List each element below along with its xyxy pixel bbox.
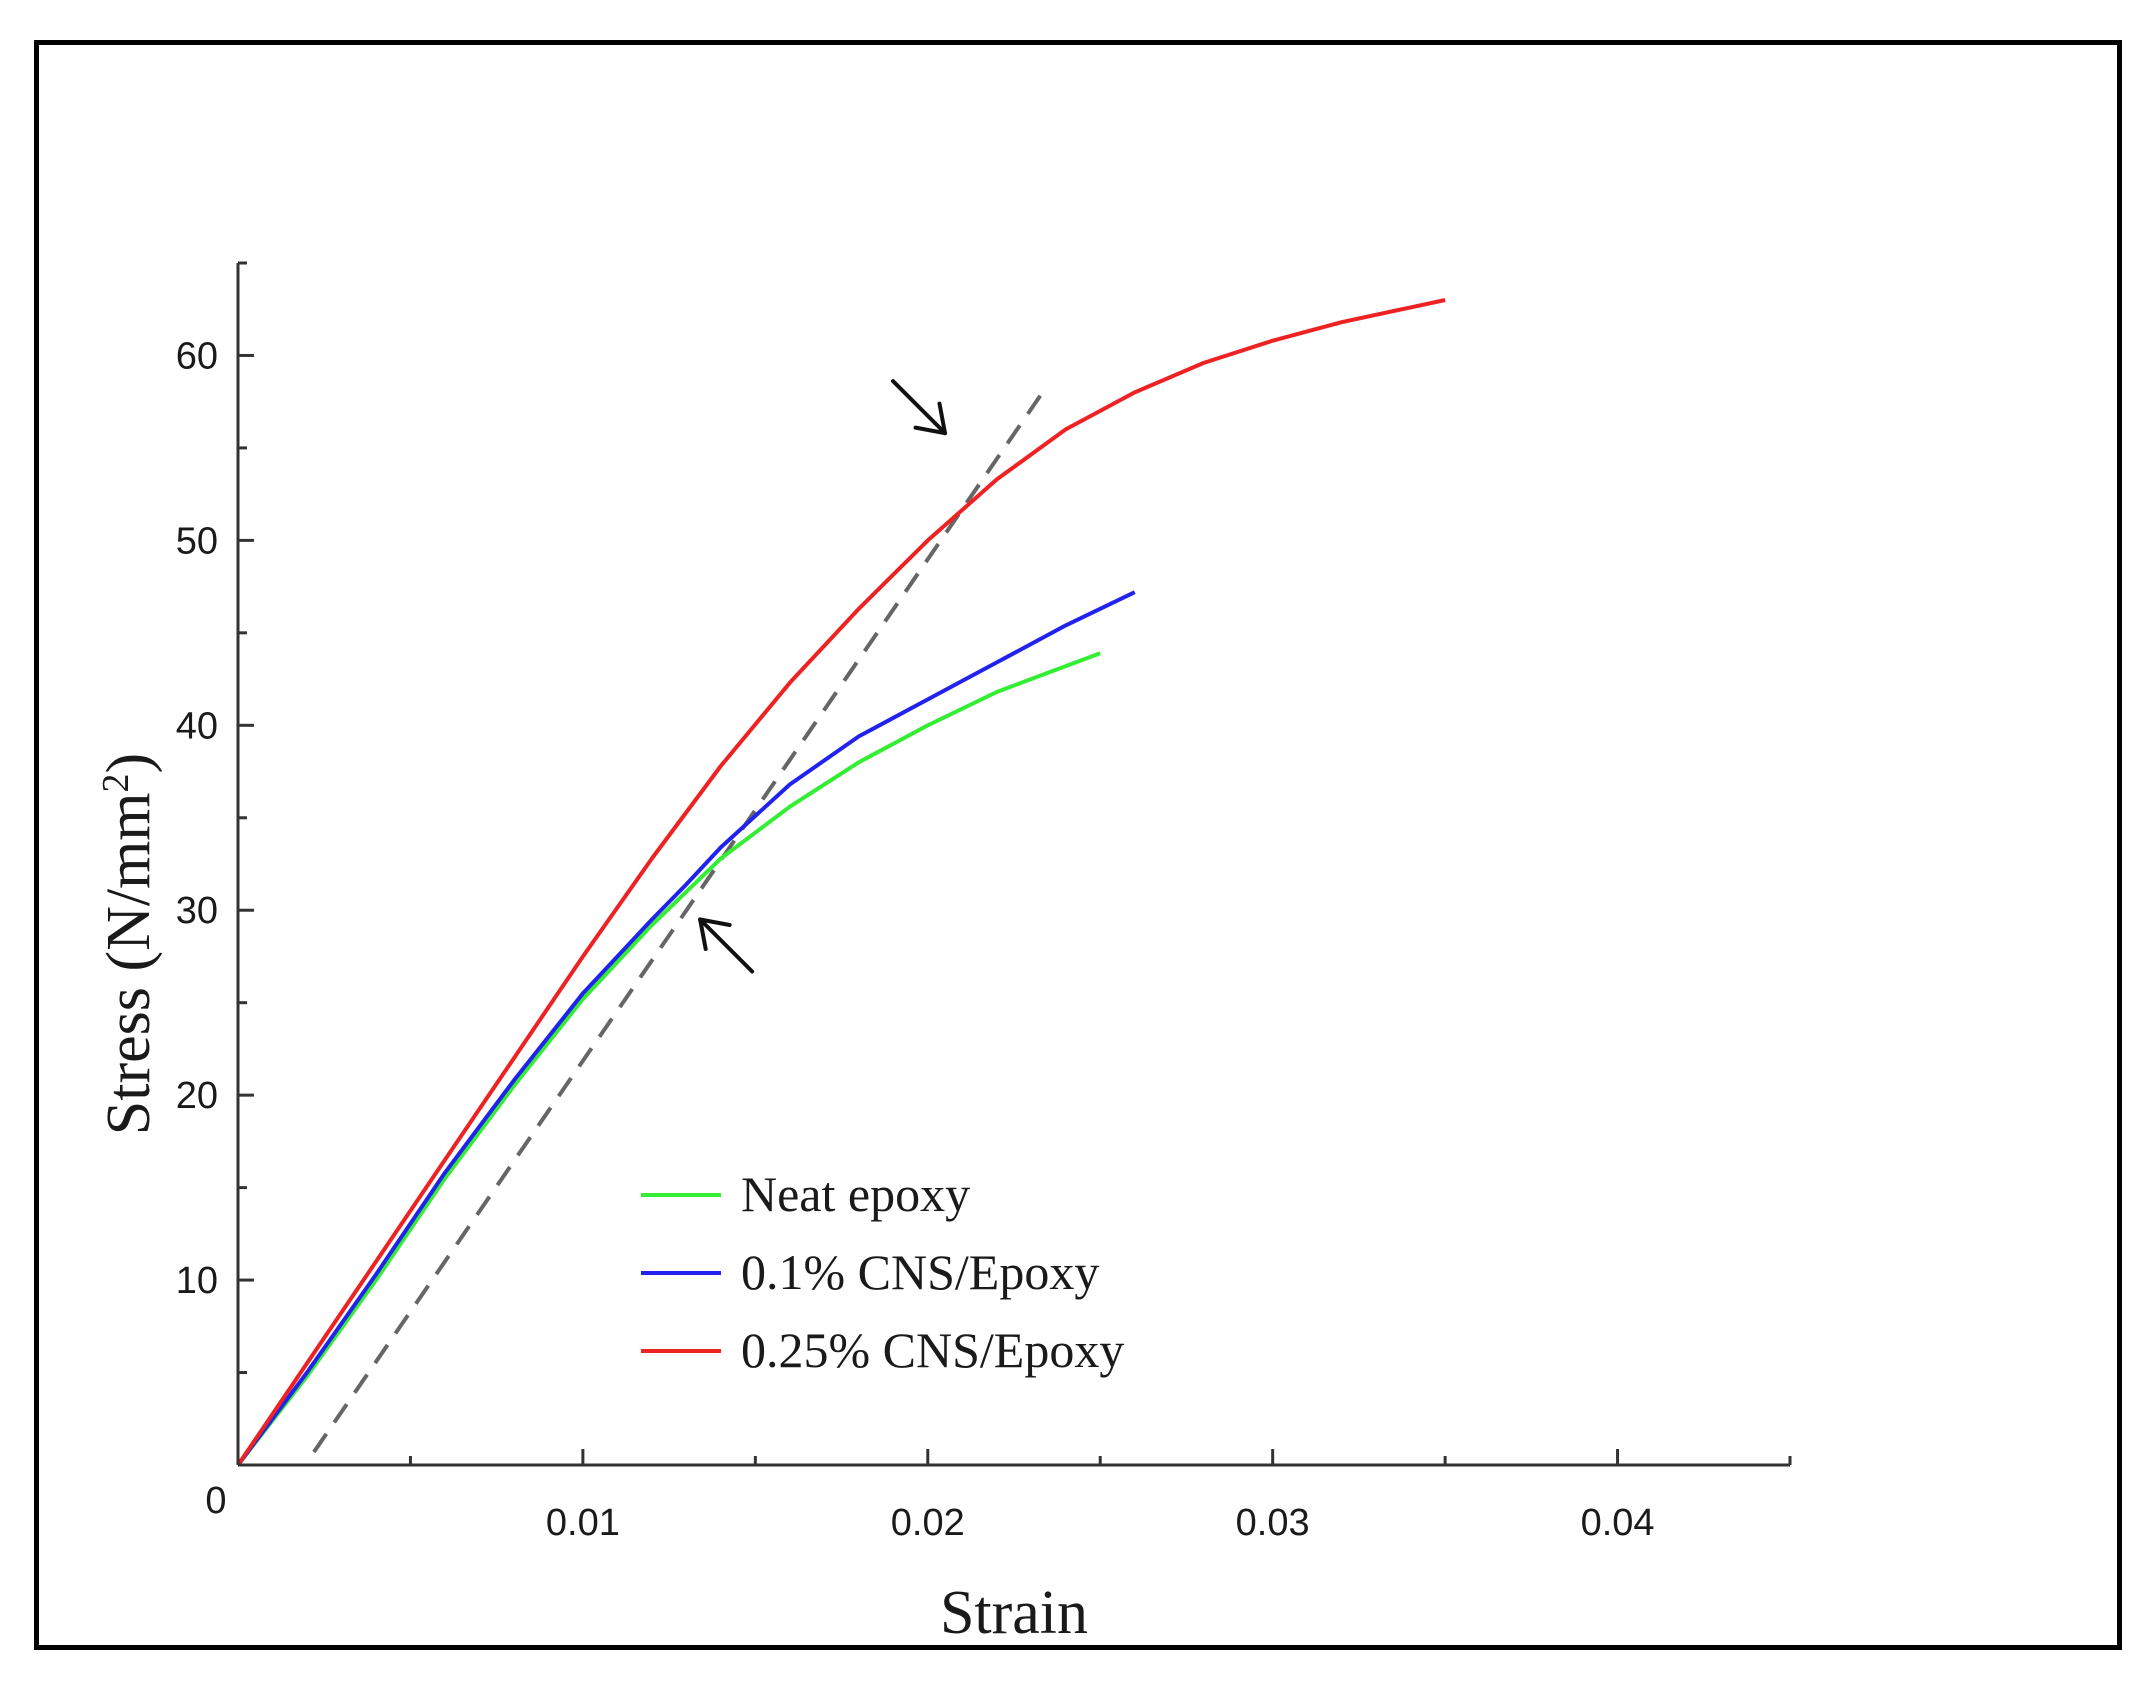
series-line-0 — [236, 651, 1101, 1467]
series-line-1 — [236, 590, 1136, 1467]
upper-arrow — [891, 379, 948, 436]
y-axis-title-superscript: 2 — [95, 773, 137, 792]
label-layer: Strain Stress (N/mm2) 0 — [95, 753, 1088, 1645]
y-axis-title-close: ) — [95, 753, 163, 774]
x-tick-label: 0.04 — [1581, 1502, 1655, 1544]
y-axis-title-main: Stress (N/mm — [95, 792, 163, 1135]
series-layer — [236, 298, 1446, 1467]
legend-label-1: 0.1% CNS/Epoxy — [741, 1244, 1099, 1300]
annotation-layer — [698, 379, 948, 974]
y-tick-label: 40 — [176, 705, 218, 747]
x-tick-label: 0.01 — [546, 1502, 620, 1544]
y-tick-label: 60 — [176, 335, 218, 377]
legend-label-0: Neat epoxy — [741, 1166, 970, 1222]
figure-frame: 10 20 30 40 50 60 0.01 0.02 0.03 0.04 Neat epoxy 0… — [34, 40, 2122, 1650]
legend: Neat epoxy 0.1% CNS/Epoxy 0.25% CNS/Epoxy — [641, 1166, 1124, 1378]
legend-label-2: 0.25% CNS/Epoxy — [741, 1322, 1124, 1378]
origin-tick-label: 0 — [205, 1480, 226, 1522]
lower-arrow — [698, 917, 755, 974]
y-tick-label: 30 — [176, 890, 218, 932]
y-tick-label: 50 — [176, 520, 218, 562]
x-tick-label: 0.02 — [891, 1502, 965, 1544]
y-axis-title: Stress (N/mm2) — [95, 753, 163, 1135]
x-tick-label: 0.03 — [1236, 1502, 1310, 1544]
y-tick-label: 20 — [176, 1075, 218, 1117]
series-line-2 — [236, 298, 1446, 1467]
axes-layer: 10 20 30 40 50 60 0.01 0.02 0.03 0.04 — [176, 261, 1792, 1544]
y-tick-label: 10 — [176, 1260, 218, 1302]
x-axis-title: Strain — [940, 1579, 1088, 1645]
